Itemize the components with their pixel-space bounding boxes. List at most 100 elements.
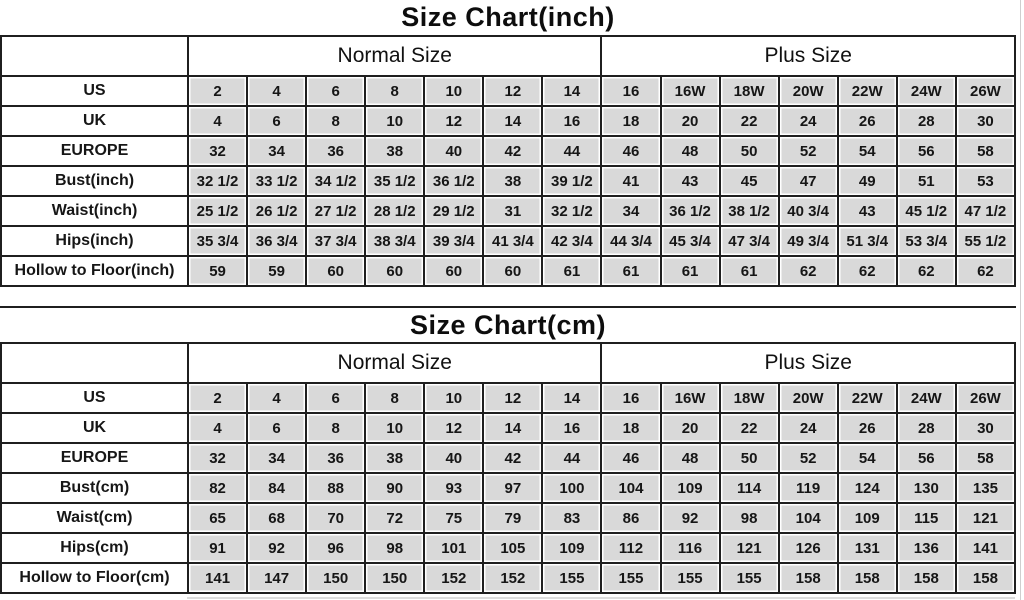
size-value-cell: 20W xyxy=(777,382,839,414)
size-value-cell: 36 xyxy=(305,442,367,474)
row-label-cell: Hollow to Floor(cm) xyxy=(0,562,189,594)
column-group-header: Plus Size xyxy=(600,342,1016,384)
size-value-cell: 60 xyxy=(364,255,426,287)
size-value-cell: 97 xyxy=(482,472,544,504)
size-value-cell: 22 xyxy=(718,412,780,444)
size-value-cell: 35 1/2 xyxy=(364,165,426,197)
table-row: UK 4 6 8 10 12 14 16 18 20 22 24 26 28 30 xyxy=(0,412,1017,444)
size-value-cell: 48 xyxy=(659,135,721,167)
column-group-row: Normal Size Plus Size xyxy=(0,35,1016,77)
size-table: Normal Size Plus Size US 2 4 6 8 10 12 14 16 16W 18W… xyxy=(0,35,1017,287)
size-value-cell: 12 xyxy=(482,75,544,107)
size-value-cell: 131 xyxy=(836,532,898,564)
size-value-cell: 60 xyxy=(305,255,367,287)
size-value-cell: 41 3/4 xyxy=(482,225,544,257)
size-value-cell: 79 xyxy=(482,502,544,534)
size-value-cell: 54 xyxy=(836,442,898,474)
size-value-cell: 47 3/4 xyxy=(718,225,780,257)
size-value-cell: 35 3/4 xyxy=(186,225,249,257)
size-value-cell: 24 xyxy=(777,105,839,137)
size-value-cell: 49 3/4 xyxy=(777,225,839,257)
size-value-cell: 91 xyxy=(186,532,249,564)
size-value-cell: 150 xyxy=(364,562,426,594)
size-value-cell: 4 xyxy=(186,412,249,444)
size-value-cell: 8 xyxy=(364,382,426,414)
size-value-cell: 14 xyxy=(482,412,544,444)
size-value-cell: 2 xyxy=(186,382,249,414)
size-value-cell: 31 xyxy=(482,195,544,227)
size-value-cell: 16 xyxy=(600,382,662,414)
size-value-cell: 83 xyxy=(541,502,603,534)
size-value-cell: 58 xyxy=(954,442,1017,474)
size-value-cell: 8 xyxy=(305,412,367,444)
size-value-cell: 121 xyxy=(718,532,780,564)
corner-cell xyxy=(0,35,189,77)
size-value-cell: 75 xyxy=(423,502,485,534)
size-value-cell: 40 xyxy=(423,442,485,474)
size-value-cell: 26 xyxy=(836,412,898,444)
size-value-cell: 4 xyxy=(186,105,249,137)
size-value-cell: 36 xyxy=(305,135,367,167)
size-chart-cm-section: Size Chart(cm) Normal Size Plus Size US 2 4 6 8… xyxy=(0,306,1017,594)
size-value-cell: 46 xyxy=(600,442,662,474)
size-value-cell: 2 xyxy=(186,75,249,107)
size-value-cell: 50 xyxy=(718,442,780,474)
size-value-cell: 70 xyxy=(305,502,367,534)
size-value-cell: 54 xyxy=(836,135,898,167)
size-value-cell: 158 xyxy=(836,562,898,594)
size-value-cell: 52 xyxy=(777,442,839,474)
table-row: US 2 4 6 8 10 12 14 16 16W 18W 20W 22W 24W 26W xyxy=(0,382,1017,414)
table-row: Hips(inch) 35 3/4 36 3/4 37 3/4 38 3/4 39 3/4… xyxy=(0,225,1017,257)
size-value-cell: 34 1/2 xyxy=(305,165,367,197)
size-value-cell: 86 xyxy=(600,502,662,534)
size-value-cell: 30 xyxy=(954,105,1017,137)
size-value-cell: 32 xyxy=(186,135,249,167)
size-value-cell: 104 xyxy=(777,502,839,534)
column-group-row: Normal Size Plus Size xyxy=(0,342,1016,384)
size-value-cell: 38 1/2 xyxy=(718,195,780,227)
size-value-cell: 90 xyxy=(364,472,426,504)
size-value-cell: 62 xyxy=(895,255,957,287)
size-value-cell: 32 1/2 xyxy=(186,165,249,197)
size-value-cell: 62 xyxy=(836,255,898,287)
size-value-cell: 155 xyxy=(600,562,662,594)
size-value-cell: 56 xyxy=(895,442,957,474)
size-value-cell: 152 xyxy=(482,562,544,594)
size-value-cell: 44 xyxy=(541,135,603,167)
size-value-cell: 36 1/2 xyxy=(659,195,721,227)
size-value-cell: 8 xyxy=(364,75,426,107)
size-value-cell: 10 xyxy=(364,105,426,137)
size-value-cell: 51 3/4 xyxy=(836,225,898,257)
size-value-cell: 82 xyxy=(186,472,249,504)
size-value-cell: 43 xyxy=(659,165,721,197)
size-chart-inch-section: Size Chart(inch) Normal Size Plus Size US 2 4… xyxy=(0,0,1017,287)
size-value-cell: 109 xyxy=(836,502,898,534)
size-value-cell: 39 1/2 xyxy=(541,165,603,197)
table-row: Hollow to Floor(cm) 141 147 150 150 152 152 155… xyxy=(0,562,1017,594)
size-value-cell: 18 xyxy=(600,412,662,444)
size-value-cell: 61 xyxy=(541,255,603,287)
table-row: UK 4 6 8 10 12 14 16 18 20 22 24 26 28 30 xyxy=(0,105,1017,137)
size-value-cell: 58 xyxy=(954,135,1017,167)
size-value-cell: 112 xyxy=(600,532,662,564)
size-value-cell: 47 1/2 xyxy=(954,195,1017,227)
size-value-cell: 14 xyxy=(482,105,544,137)
size-value-cell: 42 3/4 xyxy=(541,225,603,257)
size-value-cell: 41 xyxy=(600,165,662,197)
size-value-cell: 14 xyxy=(541,75,603,107)
row-label-cell: Bust(cm) xyxy=(0,472,189,504)
size-value-cell: 6 xyxy=(246,412,308,444)
size-value-cell: 68 xyxy=(246,502,308,534)
size-value-cell: 42 xyxy=(482,135,544,167)
size-value-cell: 109 xyxy=(659,472,721,504)
chart-title: Size Chart(inch) xyxy=(401,2,615,32)
size-value-cell: 52 xyxy=(777,135,839,167)
size-value-cell: 36 1/2 xyxy=(423,165,485,197)
size-value-cell: 124 xyxy=(836,472,898,504)
table-row: Bust(cm) 82 84 88 90 93 97 100 104 109 114 119 124 13… xyxy=(0,472,1017,504)
table-row: Waist(inch) 25 1/2 26 1/2 27 1/2 28 1/2 29 1/… xyxy=(0,195,1017,227)
size-value-cell: 4 xyxy=(246,382,308,414)
size-value-cell: 42 xyxy=(482,442,544,474)
size-value-cell: 26 1/2 xyxy=(246,195,308,227)
size-value-cell: 141 xyxy=(954,532,1017,564)
